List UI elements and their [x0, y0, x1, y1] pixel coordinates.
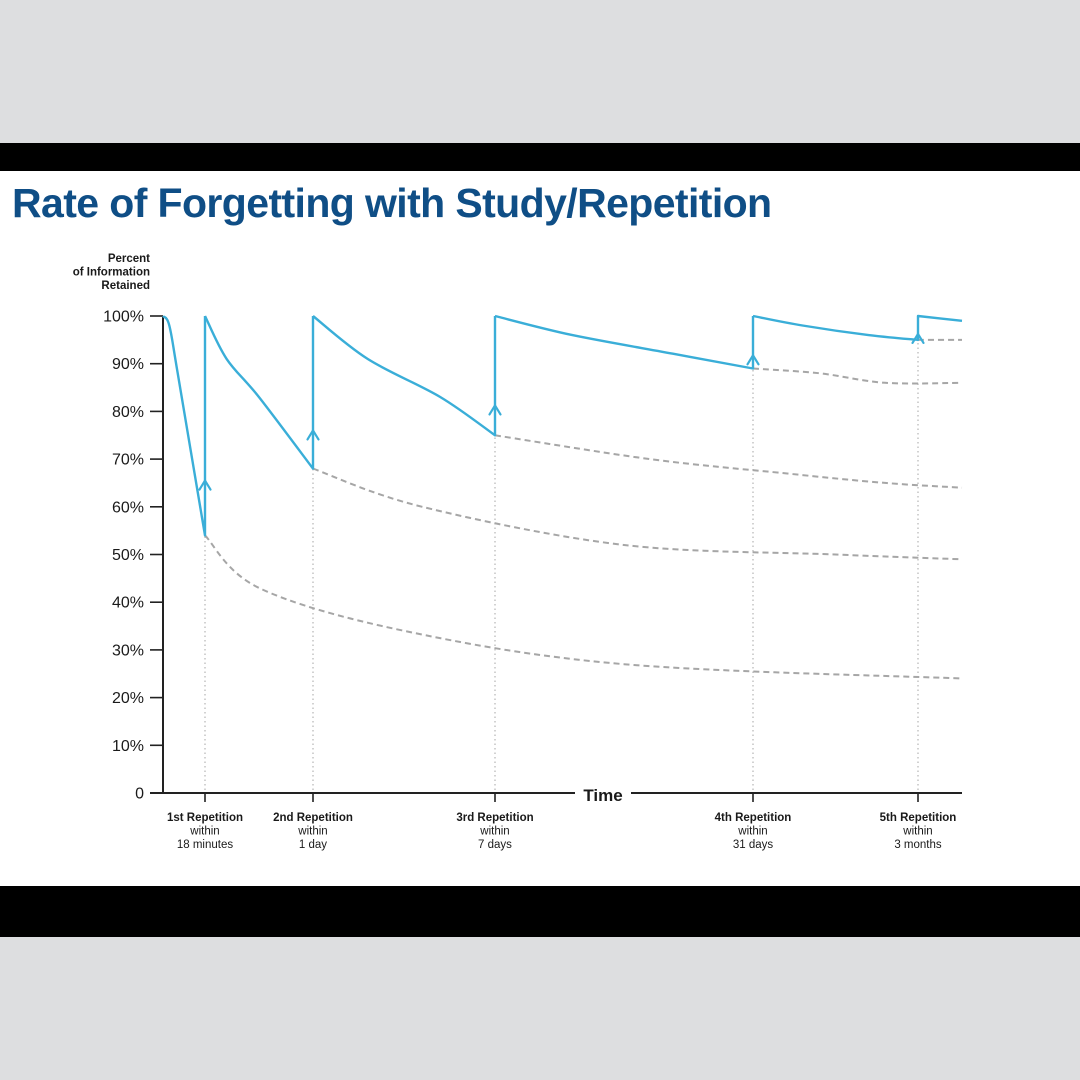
letterbox-bottom: [0, 886, 1080, 937]
y-tick-label: 20%: [112, 690, 144, 707]
y-axis-title-line: Retained: [101, 280, 150, 292]
y-tick-label: 70%: [112, 452, 144, 469]
retention-curve: [162, 314, 963, 537]
repetition-arrow: [198, 479, 212, 491]
projection-lines: [204, 338, 963, 680]
repetition-arrow: [746, 354, 760, 366]
x-tick-label: 4th Repetition: [715, 812, 792, 824]
x-tick-label: within: [737, 826, 767, 838]
x-tick-label: 7 days: [478, 839, 512, 851]
y-tick-label: 0: [135, 786, 144, 803]
repetition-arrow: [911, 332, 925, 344]
chart-panel: [0, 171, 1080, 886]
y-tick-label: 50%: [112, 547, 144, 564]
projection-line: [494, 434, 963, 489]
x-tick-label: within: [189, 826, 219, 838]
chart-title: Rate of Forgetting with Study/Repetition: [12, 180, 772, 226]
x-tick-label: 31 days: [733, 839, 774, 851]
axes: [150, 316, 962, 794]
x-axis-title: Time: [583, 786, 622, 805]
x-tick-label: 18 minutes: [177, 839, 234, 851]
letterbox-top: [0, 143, 1080, 171]
retention-line: [312, 315, 497, 437]
x-tick-label: within: [902, 826, 932, 838]
projection-line: [204, 534, 963, 680]
y-tick-label: 100%: [103, 309, 144, 326]
y-axis: 0 10% 20% 30% 40% 50% 60% 70% 80% 90% 100%: [103, 309, 163, 803]
projection-line: [312, 467, 963, 561]
retention-line: [494, 314, 755, 370]
y-tick-label: 30%: [112, 642, 144, 659]
x-tick-label: 5th Repetition: [880, 812, 957, 824]
x-tick-label: 1 day: [299, 839, 327, 851]
repetition-arrow: [306, 429, 320, 441]
projection-line: [752, 367, 963, 385]
y-tick-label: 10%: [112, 738, 144, 755]
y-tick-label: 40%: [112, 595, 144, 612]
x-tick-label: 3 months: [894, 839, 942, 851]
retention-line: [162, 315, 207, 537]
repetition-guides: [204, 316, 919, 793]
retention-line: [752, 314, 963, 342]
x-tick-label: 2nd Repetition: [273, 812, 353, 824]
x-tick-label: within: [297, 826, 327, 838]
x-tick-label: within: [479, 826, 509, 838]
retention-line: [203, 315, 315, 470]
y-tick-label: 80%: [112, 404, 144, 421]
repetition-arrows: [198, 332, 925, 491]
y-tick-label: 90%: [112, 356, 144, 373]
y-tick-label: 60%: [112, 499, 144, 516]
repetition-arrow: [488, 404, 502, 416]
y-axis-title-line: Percent: [108, 253, 150, 265]
x-tick-label: 1st Repetition: [167, 812, 243, 824]
y-axis-title-line: of Information: [73, 267, 150, 279]
x-tick-label: 3rd Repetition: [456, 812, 533, 824]
